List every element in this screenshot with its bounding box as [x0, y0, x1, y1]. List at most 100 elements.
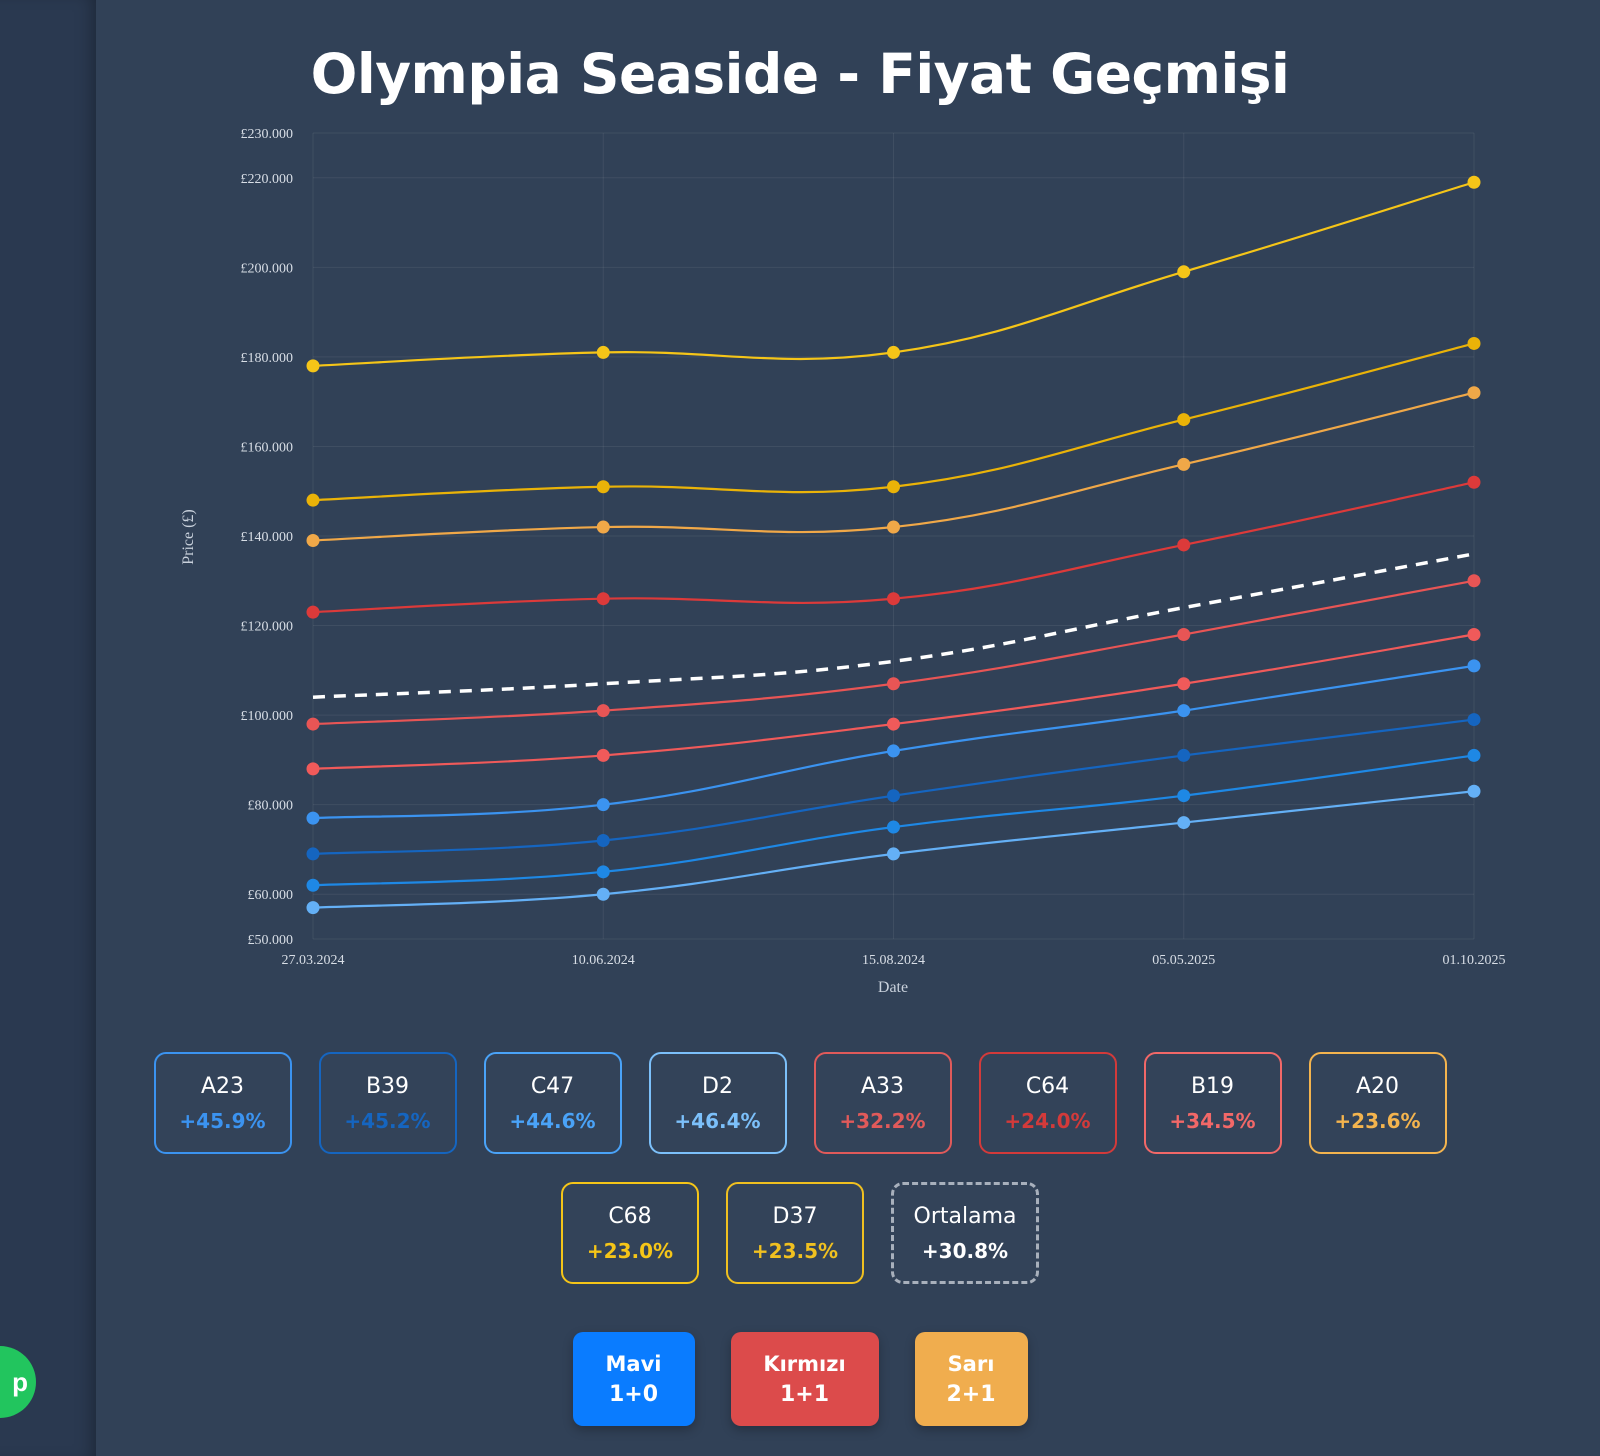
- average-change: +30.8%: [921, 1238, 1009, 1263]
- y-tick-label: £200.000: [241, 261, 294, 276]
- data-point-a33[interactable]: [1467, 574, 1481, 588]
- data-point-b39[interactable]: [1467, 713, 1481, 727]
- data-point-c64[interactable]: [306, 605, 320, 619]
- data-point-a23[interactable]: [887, 744, 900, 758]
- y-tick-label: £180.000: [241, 351, 294, 366]
- data-point-a20[interactable]: [306, 359, 320, 373]
- fab-label: p: [12, 1366, 28, 1397]
- y-tick-label: £230.000: [241, 127, 294, 142]
- data-point-d2[interactable]: [887, 847, 900, 861]
- data-point-d37[interactable]: [596, 520, 610, 534]
- data-point-b19[interactable]: [306, 762, 320, 776]
- data-point-a33[interactable]: [887, 677, 900, 691]
- data-point-c64[interactable]: [887, 592, 900, 606]
- data-point-b19[interactable]: [596, 748, 610, 762]
- unit-change: +24.0%: [1004, 1108, 1091, 1133]
- unit-name: A20: [1355, 1073, 1400, 1099]
- button-label: Mavi: [605, 1351, 662, 1376]
- unit-card-d2[interactable]: D2 +46.4%: [648, 1052, 787, 1154]
- unit-card-a20[interactable]: A20 +23.6%: [1308, 1052, 1447, 1154]
- data-point-b39[interactable]: [306, 847, 320, 861]
- y-tick-label: £100.000: [241, 709, 294, 724]
- data-point-c47[interactable]: [1177, 789, 1191, 803]
- unit-card-b19[interactable]: B19 +34.5%: [1143, 1052, 1282, 1154]
- data-point-c47[interactable]: [887, 820, 900, 834]
- data-point-c47[interactable]: [596, 865, 610, 879]
- data-point-a20[interactable]: [887, 345, 900, 359]
- unit-change: +44.6%: [509, 1108, 596, 1133]
- data-point-c64[interactable]: [1467, 475, 1481, 489]
- unit-name: D2: [702, 1073, 733, 1099]
- data-point-c68[interactable]: [1467, 336, 1481, 350]
- data-point-c68[interactable]: [596, 480, 610, 494]
- unit-change: +23.6%: [1334, 1108, 1421, 1133]
- y-tick-label: £140.000: [241, 530, 294, 545]
- unit-cards-row-1: A23 +45.9% B39 +45.2% C47 +44.6% D2 +46.4% A…: [0, 1052, 1600, 1154]
- y-axis-label: Price (£): [180, 509, 197, 565]
- data-point-c68[interactable]: [306, 493, 320, 507]
- average-label: Ortalama: [913, 1203, 1017, 1229]
- data-point-a23[interactable]: [1467, 659, 1481, 673]
- unit-card-b39[interactable]: B39 +45.2%: [318, 1052, 457, 1154]
- data-point-a33[interactable]: [1177, 628, 1191, 642]
- data-point-c47[interactable]: [1467, 748, 1481, 762]
- data-point-a20[interactable]: [596, 345, 610, 359]
- data-point-b19[interactable]: [1467, 628, 1481, 642]
- unit-name: C68: [608, 1203, 652, 1229]
- data-point-a23[interactable]: [306, 811, 320, 825]
- x-tick-label: 05.05.2025: [1152, 953, 1215, 968]
- data-point-d37[interactable]: [306, 533, 320, 547]
- unit-change: +32.2%: [839, 1108, 926, 1133]
- data-point-a23[interactable]: [1177, 704, 1191, 718]
- unit-name: C64: [1025, 1073, 1070, 1099]
- data-point-c64[interactable]: [596, 592, 610, 606]
- color-group-buttons: Mavi 1+0 Kırmızı 1+1 Sarı 2+1: [0, 1332, 1600, 1426]
- unit-name: C47: [530, 1073, 575, 1099]
- data-point-a33[interactable]: [596, 704, 610, 718]
- average-card[interactable]: Ortalama +30.8%: [891, 1182, 1039, 1284]
- data-point-d37[interactable]: [887, 520, 900, 534]
- data-point-d2[interactable]: [306, 901, 320, 915]
- data-point-c47[interactable]: [306, 878, 320, 892]
- y-axis-ticks: £50.000 £60.000 £80.000 £100.000 £120.000 £14…: [241, 127, 294, 948]
- unit-card-a23[interactable]: A23 +45.9%: [153, 1052, 292, 1154]
- data-point-b39[interactable]: [887, 789, 900, 803]
- unit-change: +45.2%: [344, 1108, 431, 1133]
- data-point-d37[interactable]: [1467, 386, 1481, 400]
- unit-card-a33[interactable]: A33 +32.2%: [813, 1052, 952, 1154]
- unit-change: +46.4%: [674, 1108, 761, 1133]
- x-axis-label: Date: [878, 979, 908, 996]
- data-point-d2[interactable]: [596, 887, 610, 901]
- data-point-c68[interactable]: [887, 480, 900, 494]
- data-point-d37[interactable]: [1177, 457, 1191, 471]
- yellow-group-button[interactable]: Sarı 2+1: [914, 1332, 1028, 1426]
- unit-name: B19: [1190, 1073, 1235, 1099]
- data-point-c64[interactable]: [1177, 538, 1191, 552]
- data-point-a20[interactable]: [1467, 175, 1481, 189]
- data-point-d2[interactable]: [1467, 784, 1481, 798]
- unit-name: D37: [772, 1203, 818, 1229]
- button-count: 1+0: [608, 1381, 659, 1407]
- y-tick-label: £220.000: [241, 172, 294, 187]
- button-count: 2+1: [946, 1381, 996, 1407]
- data-point-a23[interactable]: [596, 798, 610, 812]
- data-point-b19[interactable]: [887, 717, 900, 731]
- unit-card-d37[interactable]: D37 +23.5%: [726, 1182, 864, 1284]
- data-point-b19[interactable]: [1177, 677, 1191, 691]
- unit-name: A23: [200, 1073, 245, 1099]
- unit-card-c47[interactable]: C47 +44.6%: [483, 1052, 622, 1154]
- data-point-d2[interactable]: [1177, 816, 1191, 830]
- unit-card-c64[interactable]: C64 +24.0%: [978, 1052, 1117, 1154]
- x-tick-label: 01.10.2025: [1443, 953, 1506, 968]
- blue-group-button[interactable]: Mavi 1+0: [572, 1332, 695, 1426]
- data-point-a20[interactable]: [1177, 265, 1191, 279]
- y-tick-label: £50.000: [248, 933, 294, 948]
- data-point-c68[interactable]: [1177, 413, 1191, 427]
- unit-card-c68[interactable]: C68 +23.0%: [561, 1182, 699, 1284]
- y-tick-label: £160.000: [241, 440, 294, 455]
- data-point-b39[interactable]: [596, 833, 610, 847]
- red-group-button[interactable]: Kırmızı 1+1: [730, 1332, 879, 1426]
- data-point-a33[interactable]: [306, 717, 320, 731]
- data-point-b39[interactable]: [1177, 748, 1191, 762]
- x-tick-label: 27.03.2024: [282, 953, 345, 968]
